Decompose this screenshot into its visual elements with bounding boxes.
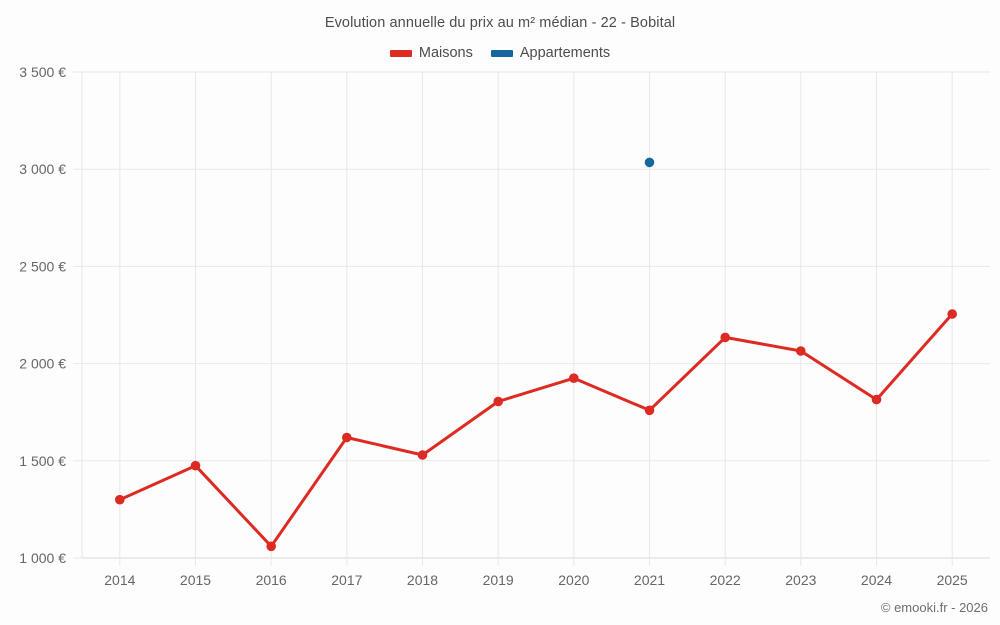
data-point-maisons[interactable] — [417, 450, 428, 460]
y-tick-label: 3 500 € — [19, 64, 66, 80]
footer-credit: © emooki.fr - 2026 — [880, 600, 988, 615]
x-tick-label: 2022 — [710, 572, 741, 588]
chart-legend: Maisons Appartements — [0, 45, 1000, 61]
x-tick-label: 2017 — [331, 572, 362, 588]
legend-label-maisons: Maisons — [418, 45, 473, 61]
series-line-maisons — [118, 312, 954, 548]
x-tick-label: 2014 — [104, 572, 135, 588]
x-tick-label: 2015 — [180, 572, 211, 588]
data-point-maisons[interactable] — [266, 541, 277, 552]
legend-label-appartements: Appartements — [519, 45, 611, 61]
grid-lines — [73, 71, 990, 559]
data-point-maisons[interactable] — [493, 396, 504, 407]
data-point-maisons[interactable] — [342, 432, 352, 443]
y-tick-label: 1 500 € — [19, 453, 66, 469]
data-point-maisons[interactable] — [871, 394, 882, 405]
data-point-maisons[interactable] — [644, 405, 655, 416]
series-lines — [118, 312, 954, 548]
x-tick-label: 2018 — [407, 572, 438, 588]
data-point-appartements[interactable] — [644, 157, 655, 168]
y-tick-label: 3 000 € — [19, 161, 66, 177]
legend-item-appartements[interactable]: Appartements — [490, 45, 611, 61]
x-tick-label: 2019 — [483, 572, 514, 588]
x-axis-tick-marks — [119, 72, 953, 566]
data-point-maisons[interactable] — [947, 309, 957, 319]
data-point-maisons[interactable] — [720, 332, 730, 343]
legend-swatch-maisons — [389, 49, 412, 57]
legend-swatch-appartements — [490, 49, 513, 57]
x-tick-label: 2020 — [558, 572, 589, 588]
x-tick-label: 2024 — [861, 572, 892, 588]
legend-item-maisons[interactable]: Maisons — [389, 45, 473, 61]
y-tick-label: 2 000 € — [19, 356, 66, 372]
y-axis-tick-labels: 1 000 € 1 500 € 2 000 € 2 500 € 3 000 € 3 500… — [19, 64, 66, 566]
series-markers — [115, 157, 957, 552]
data-point-maisons[interactable] — [190, 460, 201, 471]
data-point-maisons[interactable] — [569, 373, 579, 384]
data-point-maisons[interactable] — [796, 346, 806, 356]
y-tick-label: 2 500 € — [19, 258, 66, 274]
x-tick-label: 2021 — [634, 572, 665, 588]
chart-title: Evolution annuelle du prix au m² médian … — [324, 15, 676, 31]
x-tick-label: 2016 — [256, 572, 287, 588]
data-point-maisons[interactable] — [115, 494, 125, 505]
x-axis-tick-labels: 2014 2015 2016 2017 2018 2019 2020 2021 2022 2023… — [104, 572, 968, 588]
x-tick-label: 2023 — [785, 572, 816, 588]
y-tick-label: 1 000 € — [19, 550, 66, 566]
x-tick-label: 2025 — [937, 572, 968, 588]
